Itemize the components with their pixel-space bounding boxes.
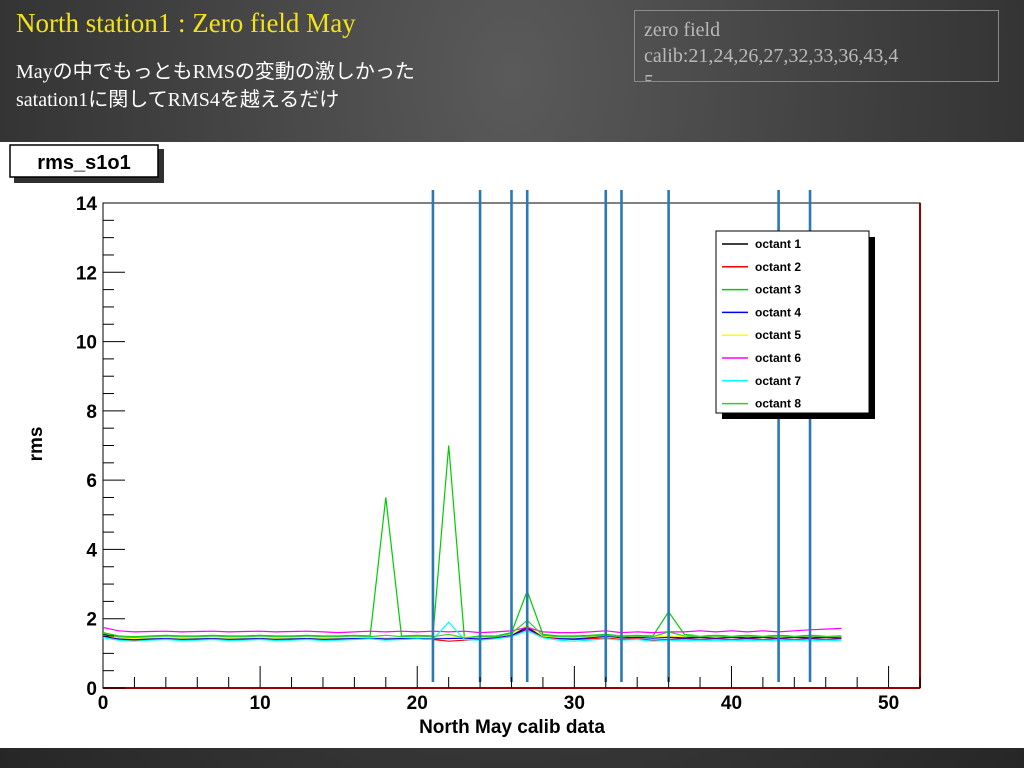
legend-label-octant-6: octant 6 — [755, 351, 801, 365]
x-tick-label: 40 — [721, 693, 742, 714]
series-layer — [102, 445, 842, 642]
legend-label-octant-7: octant 7 — [755, 374, 801, 388]
x-tick-label: 10 — [250, 693, 271, 714]
y-tick-label: 8 — [86, 402, 97, 423]
x-tick-label: 0 — [98, 693, 109, 714]
y-axis-label: rms — [26, 427, 47, 462]
legend-label-octant-3: octant 3 — [755, 283, 801, 297]
note-line-3: 5 — [644, 71, 654, 82]
plot-canvas: rms_s1o1 0 2 4 6 8 10 12 14 0 10 20 30 40 50 octant 1… — [0, 142, 1024, 748]
series-line-octant-6 — [102, 626, 842, 634]
note-line-2: calib:21,24,26,27,32,33,36,43,4 — [644, 45, 899, 67]
x-tick-label: 30 — [564, 693, 585, 714]
series-line-octant-7 — [102, 621, 842, 642]
legend-label-octant-4: octant 4 — [755, 305, 801, 319]
slide-title: North station1 : Zero field May — [16, 8, 356, 38]
series-line-octant-4 — [102, 627, 842, 641]
y-tick-label: 4 — [86, 540, 97, 561]
legend: octant 1 octant 2 octant 3 octant 4 octant 5… — [715, 230, 875, 419]
y-tick-label: 14 — [76, 194, 98, 215]
x-tick-label: 50 — [878, 693, 899, 714]
legend-label-octant-8: octant 8 — [755, 397, 801, 411]
x-axis-label: North May calib data — [419, 717, 605, 738]
y-tick-label: 10 — [76, 333, 97, 354]
x-tick-label: 20 — [407, 693, 428, 714]
note-line-1: zero field — [644, 19, 721, 41]
axes: 0 2 4 6 8 10 12 14 0 10 20 30 40 50 — [76, 194, 921, 714]
series-line-octant-3 — [102, 445, 842, 639]
series-line-octant-8 — [102, 619, 842, 639]
calib-note-box: zero field calib:21,24,26,27,32,33,36,43… — [634, 10, 999, 82]
chart-title-box: rms_s1o1 — [9, 144, 164, 183]
legend-label-octant-5: octant 5 — [755, 328, 801, 342]
chart-title: rms_s1o1 — [37, 152, 130, 174]
y-tick-label: 6 — [86, 471, 97, 492]
y-tick-label: 12 — [76, 263, 97, 284]
subtitle-line-2: satation1に関してRMS4を越えるだけ — [16, 89, 340, 111]
slide-subtitle: Mayの中でもっともRMSの変動の激しかった satation1に関してRMS4… — [16, 58, 576, 114]
rms-chart: rms_s1o1 0 2 4 6 8 10 12 14 0 10 20 30 40 50 octant 1… — [9, 144, 921, 738]
legend-box — [715, 230, 870, 414]
legend-label-octant-1: octant 1 — [755, 237, 801, 251]
y-tick-label: 0 — [86, 679, 97, 700]
legend-label-octant-2: octant 2 — [755, 260, 801, 274]
subtitle-line-1: Mayの中でもっともRMSの変動の激しかった — [16, 61, 415, 83]
y-tick-label: 2 — [86, 610, 97, 631]
